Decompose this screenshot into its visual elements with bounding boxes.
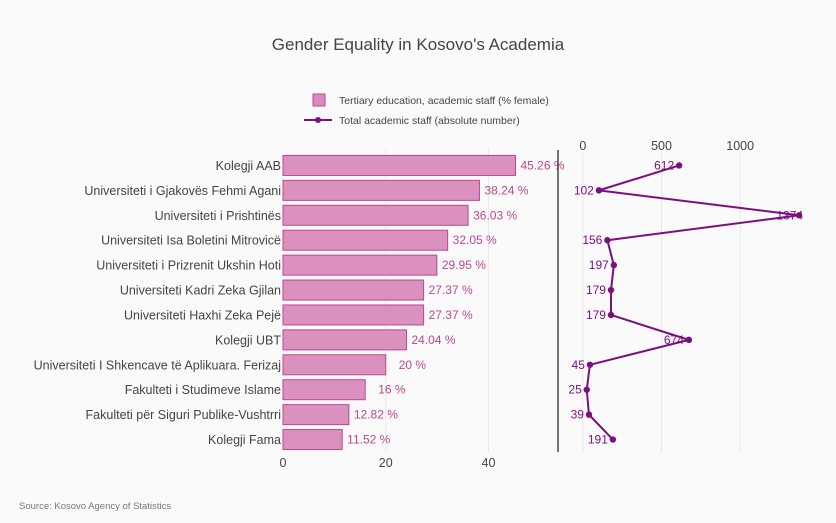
line-x-tick-label: 500 — [651, 139, 672, 153]
category-label: Kolegji Fama — [208, 433, 281, 447]
bar-series: 45.26 % 38.24 % 36.03 % 32.05 % 29.95 % 27.37… — [282, 154, 565, 451]
line-point — [609, 436, 617, 443]
bar — [282, 229, 449, 251]
category-label: Universiteti Haxhi Zeka Pejë — [124, 308, 281, 322]
line-data-label: 1374 — [776, 208, 803, 222]
line-data-label: 156 — [582, 233, 602, 247]
line-data-label: 102 — [574, 183, 594, 197]
bar-data-label: 11.52 % — [347, 433, 390, 447]
bar-data-label: 27.37 % — [429, 308, 473, 322]
category-label: Universiteti I Shkencave të Aplikuara. F… — [34, 358, 281, 372]
category-label: Universiteti i Gjakovës Fehmi Agani — [84, 184, 281, 198]
category-label: Fakulteti i Studimeve Islame — [125, 383, 281, 397]
bar-data-label: 16 % — [378, 383, 406, 397]
bar-data-label: 45.26 % — [521, 158, 565, 172]
category-labels: Kolegji AAB Universiteti i Gjakovës Fehmi… — [34, 159, 282, 447]
bar-data-label: 32.05 % — [453, 233, 497, 247]
line-x-tick-label: 0 — [579, 139, 586, 153]
legend-bar-swatch — [312, 93, 326, 107]
category-label: Universiteti Kadri Zeka Gjilan — [120, 284, 281, 298]
bar — [282, 404, 350, 426]
bar — [282, 354, 387, 376]
legend-line-marker — [315, 117, 321, 123]
chart-title: Gender Equality in Kosovo's Academia — [272, 35, 565, 54]
line-point — [604, 237, 611, 244]
bar-x-ticks: 0 20 40 — [280, 456, 496, 470]
bar-x-tick-label: 20 — [379, 456, 393, 470]
legend-bar-label: Tertiary education, academic staff (% fe… — [339, 95, 549, 107]
line-point — [607, 286, 615, 294]
bar-x-tick-label: 40 — [482, 456, 496, 470]
bar — [282, 304, 425, 326]
line-x-ticks: 0 500 1000 — [579, 139, 754, 153]
line-data-label: 25 — [568, 383, 582, 397]
bar-data-label: 29.95 % — [442, 258, 486, 272]
bar — [282, 279, 425, 301]
line-data-label: 612 — [654, 158, 674, 172]
bar-data-label: 12.82 % — [354, 408, 398, 422]
source-note: Source: Kosovo Agency of Statistics — [19, 501, 171, 512]
legend-line-label: Total academic staff (absolute number) — [339, 115, 520, 127]
legend: Tertiary education, academic staff (% fe… — [304, 93, 549, 127]
line-x-tick-label: 1000 — [726, 139, 754, 153]
bar-data-label: 36.03 % — [473, 208, 517, 222]
line-data-label: 39 — [571, 408, 585, 422]
bar — [282, 254, 438, 276]
line-data-label: 674 — [664, 333, 684, 347]
bar — [282, 379, 366, 401]
category-label: Fakulteti për Siguri Publike-Vushtrri — [86, 408, 281, 422]
line-point — [607, 311, 615, 319]
category-label: Universiteti i Prizrenit Ukshin Hoti — [96, 259, 281, 273]
line-data-label: 197 — [589, 258, 609, 272]
line-data-label: 179 — [586, 283, 606, 297]
bar-data-label: 38.24 % — [484, 183, 528, 197]
bar-data-label: 24.04 % — [411, 333, 455, 347]
line-path — [585, 164, 801, 441]
bar-x-tick-label: 0 — [280, 456, 287, 470]
bar-data-label: 27.37 % — [429, 283, 473, 297]
bar — [282, 329, 407, 351]
line-point — [585, 411, 593, 418]
category-label: Kolegji UBT — [215, 333, 281, 347]
bar — [282, 204, 469, 226]
line-point — [586, 361, 594, 368]
bar — [282, 429, 343, 451]
line-point — [675, 162, 683, 169]
line-data-label: 179 — [586, 308, 606, 322]
line-point — [795, 212, 803, 219]
category-label: Universiteti i Prishtinës — [155, 209, 281, 223]
bar-data-label: 20 % — [399, 358, 427, 372]
bar — [282, 154, 517, 176]
line-data-label: 45 — [572, 358, 586, 372]
category-label: Universiteti Isa Boletini Mitrovicë — [101, 234, 281, 248]
category-label: Kolegji AAB — [216, 159, 281, 173]
line-gridlines — [582, 153, 741, 452]
bar — [282, 179, 480, 201]
line-data-label: 191 — [588, 433, 608, 447]
line-point — [685, 336, 693, 344]
line-point — [595, 187, 603, 194]
line-point — [583, 386, 590, 393]
line-point — [610, 261, 618, 269]
